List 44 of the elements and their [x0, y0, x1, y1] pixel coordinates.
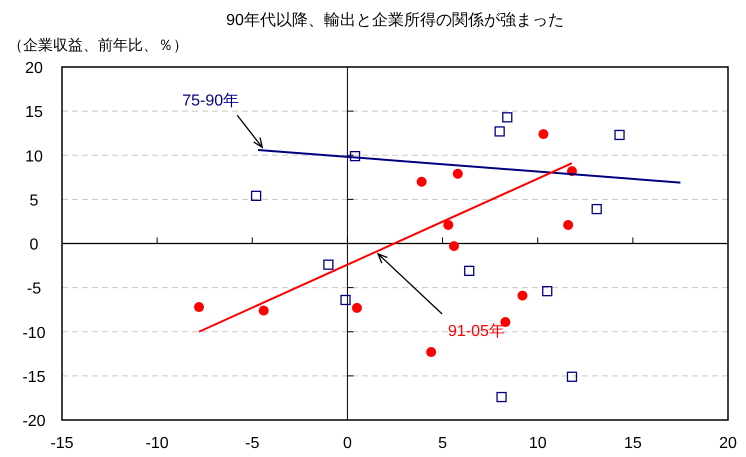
point — [250, 190, 262, 201]
point — [416, 176, 427, 187]
text: 75-90年 — [182, 92, 240, 110]
text: 91-05年 — [448, 322, 505, 340]
point — [563, 220, 574, 230]
x-tick-label: -10 — [146, 435, 169, 452]
point — [350, 150, 360, 162]
y-tick-label: -5 — [26, 280, 42, 298]
point — [614, 130, 625, 140]
x-tick-label: 15 — [624, 435, 642, 452]
x-tick-label: -5 — [245, 435, 260, 452]
x-tick-label: 20 — [719, 435, 737, 452]
point — [538, 129, 548, 140]
point — [566, 372, 578, 382]
point — [502, 112, 512, 122]
point — [352, 302, 362, 313]
point — [258, 306, 269, 316]
y-tick-label: 10 — [25, 148, 43, 166]
point — [517, 290, 528, 301]
point — [426, 347, 436, 358]
y-axis-title: （企業収益、前年比、％） — [8, 37, 188, 54]
point — [323, 260, 334, 270]
point — [494, 126, 505, 137]
y-tick-label: -20 — [22, 413, 46, 430]
x-tick-label: 0 — [342, 435, 352, 452]
point — [340, 294, 351, 306]
y-tick-label: 20 — [25, 60, 43, 77]
y-tick-label: 5 — [30, 192, 39, 210]
x-tick-label: 10 — [528, 435, 547, 452]
chart-title: 90年代以降、輸出と企業所得の関係が強まった — [226, 11, 564, 29]
y-tick-label: -10 — [22, 324, 46, 342]
point — [542, 286, 552, 296]
x-tick-label: 5 — [438, 435, 448, 452]
point — [443, 220, 454, 230]
y-tick-label: 0 — [30, 236, 39, 254]
point — [464, 266, 474, 276]
x-tick-label: -15 — [50, 435, 74, 452]
y-tick-label: 15 — [25, 104, 43, 122]
point — [452, 168, 463, 179]
point — [592, 204, 602, 214]
point — [448, 241, 459, 252]
point — [194, 302, 204, 312]
point — [496, 392, 507, 402]
y-tick-label: -15 — [22, 368, 46, 386]
